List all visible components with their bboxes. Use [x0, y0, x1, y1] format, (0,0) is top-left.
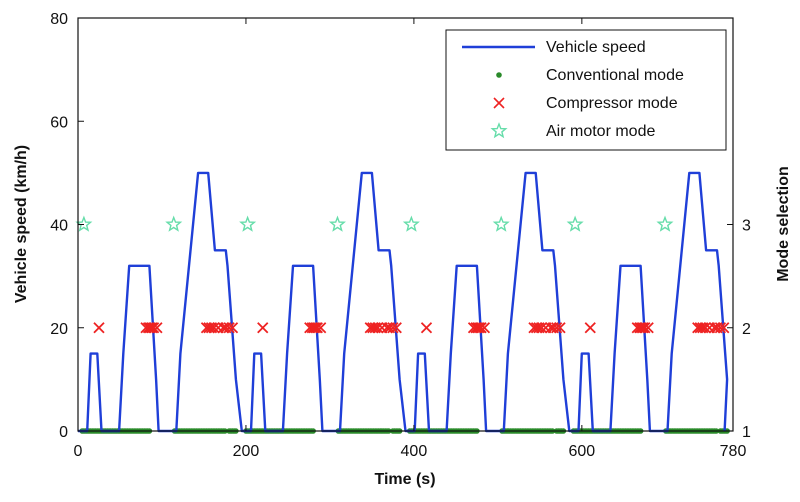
vehicle-speed-line — [78, 171, 729, 433]
compressor-mode-point — [93, 322, 105, 334]
compressor-mode-point — [306, 322, 318, 334]
compressor-mode-point — [530, 322, 543, 334]
compressor-mode-point — [551, 322, 563, 334]
compressor-mode-point — [478, 322, 491, 334]
compressor-mode-point — [223, 322, 235, 334]
air-motor-mode-point — [75, 215, 93, 232]
air-motor-mode-point — [492, 215, 510, 232]
compressor-mode-point — [257, 322, 269, 334]
y-tick-label-left: 0 — [59, 424, 68, 441]
compressor-mode-point — [387, 322, 399, 334]
air-motor-mode-point — [656, 215, 674, 232]
y-tick-label-right: 2 — [742, 321, 751, 338]
x-tick-label: 780 — [720, 443, 747, 460]
compressor-mode-point — [315, 322, 327, 334]
legend: Vehicle speed Conventional mode Compress… — [445, 29, 727, 151]
compressor-mode-point — [535, 322, 548, 334]
compressor-mode-point — [311, 322, 323, 334]
compressor-mode-point — [208, 322, 220, 334]
legend-label-air-motor: Air motor mode — [546, 123, 655, 140]
compressor-mode-point — [699, 322, 711, 334]
compressor-mode-point — [367, 322, 379, 334]
x-tick-label: 400 — [401, 443, 428, 460]
compressor-mode-point — [694, 322, 706, 334]
compressor-mode-point — [372, 322, 384, 334]
x-tick-label: 0 — [74, 443, 83, 460]
legend-dot-swatch — [496, 72, 502, 78]
x-tick-label: 200 — [233, 443, 260, 460]
air-motor-mode-point — [566, 215, 584, 232]
air-motor-mode-point — [239, 215, 257, 232]
compressor-mode-point — [310, 322, 322, 334]
compressor-mode-point — [420, 322, 433, 334]
y-axis-title-left: Vehicle speed (km/h) — [13, 145, 30, 303]
legend-star-shape — [490, 122, 508, 139]
compressor-mode-point — [554, 322, 566, 334]
compressor-mode-point — [639, 322, 651, 334]
air-motor-mode-point — [328, 215, 346, 232]
compressor-mode-point — [718, 322, 730, 334]
compressor-mode-point — [475, 322, 487, 334]
compressor-mode-point — [147, 322, 160, 334]
compressor-mode-point — [470, 322, 482, 334]
y-tick-label-left: 20 — [50, 321, 68, 338]
legend-star-swatch — [490, 122, 508, 139]
compressor-mode-point — [634, 322, 646, 334]
legend-label-conventional: Conventional mode — [546, 67, 684, 84]
y-tick-label-left: 80 — [50, 11, 68, 28]
x-axis-title: Time (s) — [374, 471, 435, 488]
compressor-mode-point — [473, 322, 486, 334]
y-tick-label-left: 40 — [50, 218, 68, 235]
air-motor-mode-point — [402, 215, 420, 232]
compressor-mode-point — [714, 322, 727, 334]
y-tick-label-left: 60 — [50, 114, 68, 131]
compressor-mode-point — [146, 322, 158, 334]
compressor-mode-point — [151, 322, 163, 334]
compressor-mode-point — [642, 322, 654, 334]
compressor-mode-point — [637, 322, 649, 334]
axes: 0 200 400 600 780 0 20 40 60 80 1 2 3 — [50, 11, 751, 460]
y-tick-label-right: 1 — [742, 424, 751, 441]
compressor-mode-point — [226, 322, 239, 334]
y-axis-title-right: Mode selection — [775, 166, 792, 282]
air-motor-mode-point — [165, 215, 183, 232]
compressor-mode-point — [203, 322, 215, 334]
legend-cross-swatch — [493, 97, 505, 109]
y-tick-label-right: 3 — [742, 218, 751, 235]
plot-area — [75, 171, 730, 434]
x-tick-label: 600 — [568, 443, 595, 460]
legend-label-compressor: Compressor mode — [546, 95, 678, 112]
legend-label-vehicle-speed: Vehicle speed — [546, 39, 646, 56]
compressor-mode-point — [584, 322, 596, 334]
compressor-mode-point — [142, 322, 155, 334]
compressor-mode-point — [390, 322, 402, 334]
